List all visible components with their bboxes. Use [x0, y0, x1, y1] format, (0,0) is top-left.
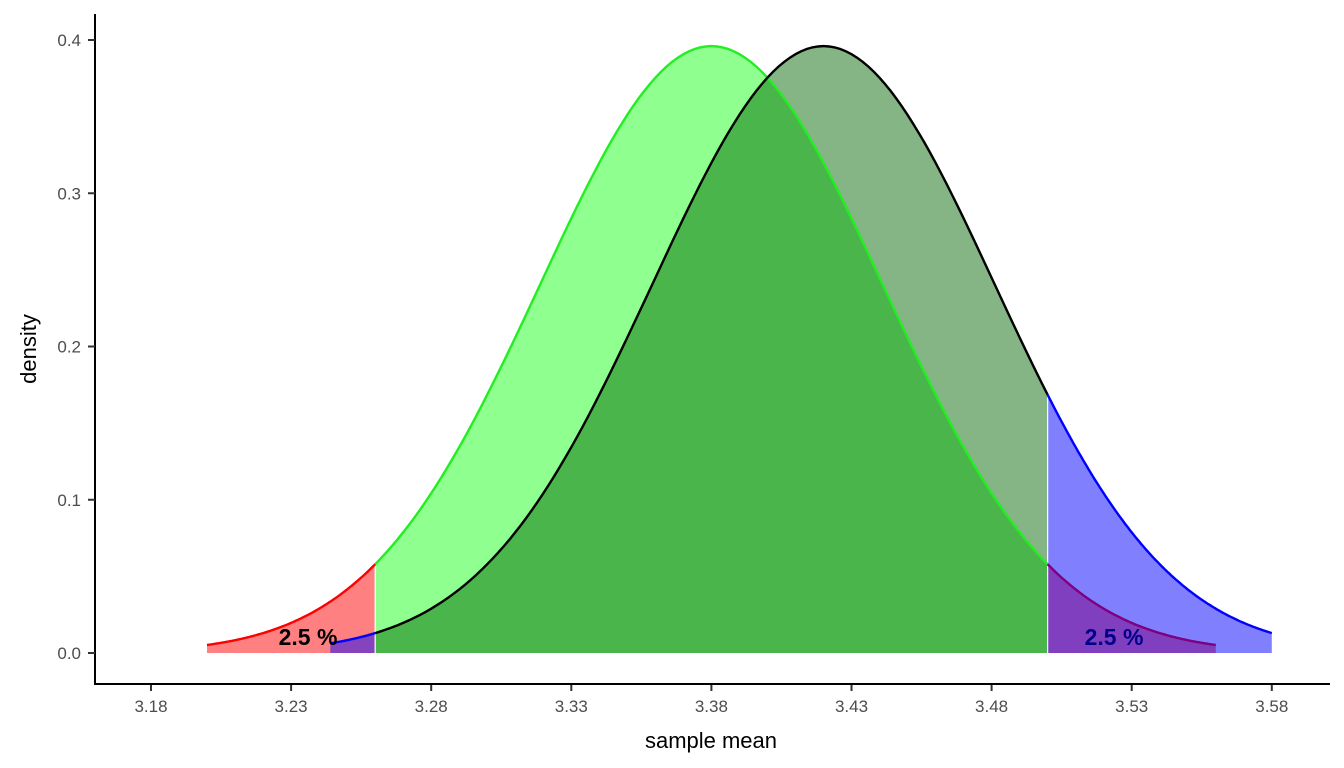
- alt-right-curve: [1046, 394, 1273, 635]
- y-tick-label: 0.2: [57, 338, 81, 357]
- x-tick-label: 3.23: [275, 697, 308, 716]
- x-tick-label: 3.38: [695, 697, 728, 716]
- null-left-tail: [207, 564, 376, 653]
- axes: 3.18 3.23 3.28 3.33 3.38 3.43 3.48 3.53 3.58 0.0…: [16, 14, 1330, 753]
- alt-left-curve: [330, 631, 376, 645]
- x-ticks: 3.18 3.23 3.28 3.33 3.38 3.43 3.48 3.53 3.58: [134, 685, 1288, 716]
- x-tick-label: 3.58: [1255, 697, 1288, 716]
- x-tick-label: 3.28: [415, 697, 448, 716]
- right-tail-label: 2.5 %: [1085, 624, 1144, 650]
- alt-left-tail: [330, 633, 376, 653]
- x-tick-label: 3.43: [835, 697, 868, 716]
- alt-middle-region: [375, 46, 1048, 654]
- null-right-curve: [1046, 563, 1216, 647]
- y-axis-title: density: [16, 314, 41, 384]
- overlap-right-tail: [1047, 564, 1216, 653]
- y-tick-label: 0.3: [57, 184, 81, 203]
- y-tick-label: 0.4: [57, 31, 81, 50]
- annotations: 2.5 % 2.5 %: [279, 624, 1144, 650]
- x-axis-title: sample mean: [645, 728, 777, 753]
- null-acceptance-region: [375, 46, 1048, 654]
- null-left-curve: [206, 563, 377, 647]
- x-tick-label: 3.53: [1115, 697, 1148, 716]
- x-tick-label: 3.33: [555, 697, 588, 716]
- y-tick-label: 0.0: [57, 644, 81, 663]
- y-ticks: 0.0 0.1 0.2 0.3 0.4: [57, 31, 95, 663]
- plot-area: [206, 44, 1273, 654]
- x-tick-label: 3.48: [975, 697, 1008, 716]
- x-tick-label: 3.18: [134, 697, 167, 716]
- y-tick-label: 0.1: [57, 491, 81, 510]
- null-curve: [374, 44, 1049, 566]
- alt-right-tail: [1047, 394, 1272, 653]
- left-tail-label: 2.5 %: [279, 624, 338, 650]
- alt-curve: [374, 44, 1049, 635]
